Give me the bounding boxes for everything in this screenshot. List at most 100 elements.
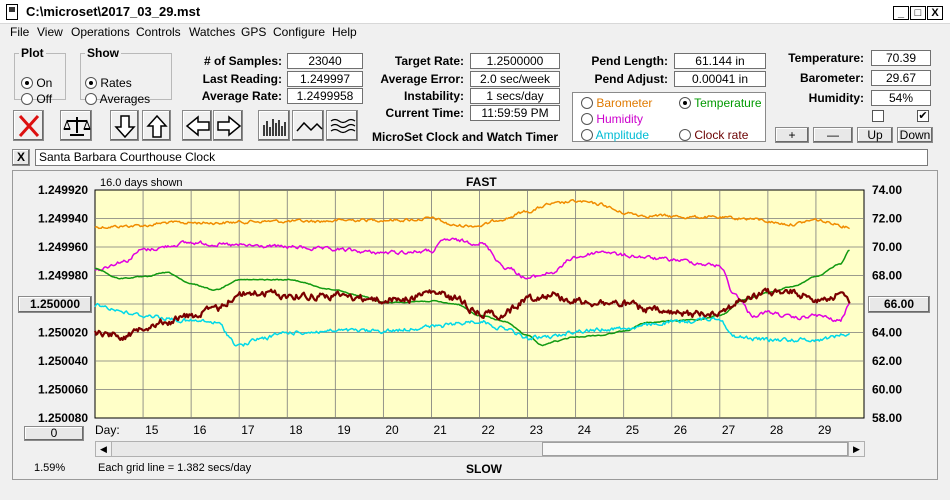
- right-axis-value-box[interactable]: 66.00: [868, 296, 930, 313]
- slow-label: SLOW: [466, 462, 502, 476]
- arrow-down-button[interactable]: [110, 110, 139, 141]
- sensor-amplitude-option[interactable]: Amplitude: [581, 128, 649, 142]
- histogram-icon: [263, 119, 286, 136]
- checkbox-left[interactable]: [872, 110, 884, 122]
- sensor-humidity-option[interactable]: Humidity: [581, 112, 643, 126]
- plus-button[interactable]: +: [775, 127, 809, 143]
- sensor-clock-rate-option[interactable]: Clock rate: [679, 128, 748, 142]
- plot-on-radio[interactable]: [21, 77, 33, 89]
- right-axis-tick-label: 62.00: [872, 354, 902, 368]
- left-axis-tick-label: 1.249980: [38, 269, 88, 283]
- show-averages-radio[interactable]: [85, 93, 97, 105]
- arrow-up-button[interactable]: [142, 110, 171, 141]
- fast-label: FAST: [466, 175, 497, 189]
- clear-data-button[interactable]: [13, 110, 44, 141]
- multi-wave-button[interactable]: [326, 110, 358, 141]
- x-tick-label-day-17: 17: [241, 423, 255, 437]
- x-tick-label-day-15: 15: [145, 423, 159, 437]
- clock-name-field[interactable]: Santa Barbara Courthouse Clock: [35, 149, 928, 166]
- arrow-left-button[interactable]: [182, 110, 212, 141]
- x-tick-label-day-27: 27: [722, 423, 736, 437]
- x-tick-label-day-28: 28: [770, 423, 784, 437]
- x-tick-label-day-23: 23: [530, 423, 544, 437]
- scroll-thumb[interactable]: [542, 442, 848, 456]
- clear-name-button[interactable]: X: [12, 149, 30, 166]
- x-tick-label-day-19: 19: [337, 423, 351, 437]
- menu-operations[interactable]: Operations: [71, 25, 130, 39]
- left-axis-tick-label: 1.249960: [38, 240, 88, 254]
- title-bar: C:\microset\2017_03_29.mst _ □ X: [0, 0, 950, 24]
- arrow-right-button[interactable]: [213, 110, 243, 141]
- sensor-select-panel: Barometer Temperature Humidity Clock rat…: [572, 92, 766, 142]
- histogram-button[interactable]: [258, 110, 290, 141]
- show-rates-option[interactable]: Rates: [85, 76, 132, 90]
- plot-on-option[interactable]: On: [21, 76, 52, 90]
- menu-controls[interactable]: Controls: [136, 25, 181, 39]
- barometer-radio[interactable]: [581, 97, 593, 109]
- minimize-button[interactable]: _: [893, 6, 909, 20]
- scroll-right-icon[interactable]: ▶: [848, 442, 864, 456]
- menu-help[interactable]: Help: [332, 25, 357, 39]
- plot-off-radio[interactable]: [21, 93, 33, 105]
- show-group-title: Show: [87, 46, 119, 60]
- right-axis-tick-label: 70.00: [872, 240, 902, 254]
- sensor-barometer-option[interactable]: Barometer: [581, 96, 652, 110]
- plot-group-title: Plot: [21, 46, 44, 60]
- sensor-temperature-option[interactable]: Temperature: [679, 96, 762, 110]
- horizontal-scrollbar[interactable]: ◀ ▶: [95, 441, 865, 457]
- right-axis-tick-label: 72.00: [872, 212, 902, 226]
- temperature-value: 70.39: [871, 50, 931, 66]
- days-shown-label: 16.0 days shown: [100, 177, 183, 189]
- menu-watches[interactable]: Watches: [189, 25, 236, 39]
- amplitude-option-label: Amplitude: [595, 128, 650, 142]
- checkbox-right[interactable]: ✔: [917, 110, 929, 122]
- multi-wave-icon: [330, 118, 356, 134]
- right-axis-tick-label: 68.00: [872, 269, 902, 283]
- down-button[interactable]: Down: [897, 127, 933, 143]
- wave-button[interactable]: [292, 110, 324, 141]
- samples-value: 23040: [287, 53, 363, 69]
- x-tick-label-day-25: 25: [626, 423, 640, 437]
- scroll-left-icon[interactable]: ◀: [96, 442, 112, 456]
- humidity-value: 54%: [871, 90, 931, 106]
- clock-rate-radio[interactable]: [679, 129, 691, 141]
- clock-rate-option-label: Clock rate: [694, 128, 749, 142]
- plot-off-option[interactable]: Off: [21, 92, 52, 106]
- left-axis-value-box[interactable]: 1.250000: [18, 296, 92, 313]
- target-rate-value[interactable]: 1.2500000: [470, 53, 560, 69]
- current-time-value: 11:59:59 PM: [470, 105, 560, 121]
- app-icon[interactable]: [6, 4, 18, 20]
- menu-file[interactable]: File: [10, 25, 30, 39]
- amplitude-radio[interactable]: [581, 129, 593, 141]
- grid-note: Each grid line = 1.382 secs/day: [98, 462, 252, 474]
- series-line-amplitude: [94, 302, 851, 347]
- humidity-option-label: Humidity: [596, 112, 644, 126]
- left-axis-tick-label: 1.250060: [38, 383, 88, 397]
- humidity-radio[interactable]: [581, 113, 593, 125]
- show-rates-radio[interactable]: [85, 77, 97, 89]
- average-error-value: 2.0 sec/week: [470, 71, 560, 87]
- menu-gps[interactable]: GPS: [241, 25, 267, 39]
- pend-adjust-label: Pend Adjust:: [594, 72, 668, 86]
- app-caption: MicroSet Clock and Watch Timer: [372, 130, 559, 144]
- temperature-label: Temperature:: [788, 51, 864, 65]
- maximize-button[interactable]: □: [910, 6, 926, 20]
- barometer-label: Barometer:: [799, 71, 864, 85]
- arrow-up-icon: [146, 114, 168, 138]
- balance-button[interactable]: [60, 110, 92, 141]
- pend-length-label: Pend Length:: [591, 54, 668, 68]
- up-button[interactable]: Up: [857, 127, 893, 143]
- plot-off-label: Off: [36, 92, 53, 106]
- x-tick-label-day-22: 22: [482, 423, 496, 437]
- instability-label: Instability:: [403, 89, 464, 103]
- minus-button[interactable]: —: [813, 127, 853, 143]
- plot-on-label: On: [36, 76, 53, 90]
- menu-configure[interactable]: Configure: [273, 25, 326, 39]
- show-averages-option[interactable]: Averages: [85, 92, 150, 106]
- temperature-radio[interactable]: [679, 97, 691, 109]
- pend-adjust-value[interactable]: 0.00041 in: [674, 71, 766, 87]
- close-button[interactable]: X: [927, 6, 943, 20]
- left-scroll-value[interactable]: 0: [24, 426, 84, 441]
- pend-length-value[interactable]: 61.144 in: [674, 53, 766, 69]
- menu-view[interactable]: View: [37, 25, 63, 39]
